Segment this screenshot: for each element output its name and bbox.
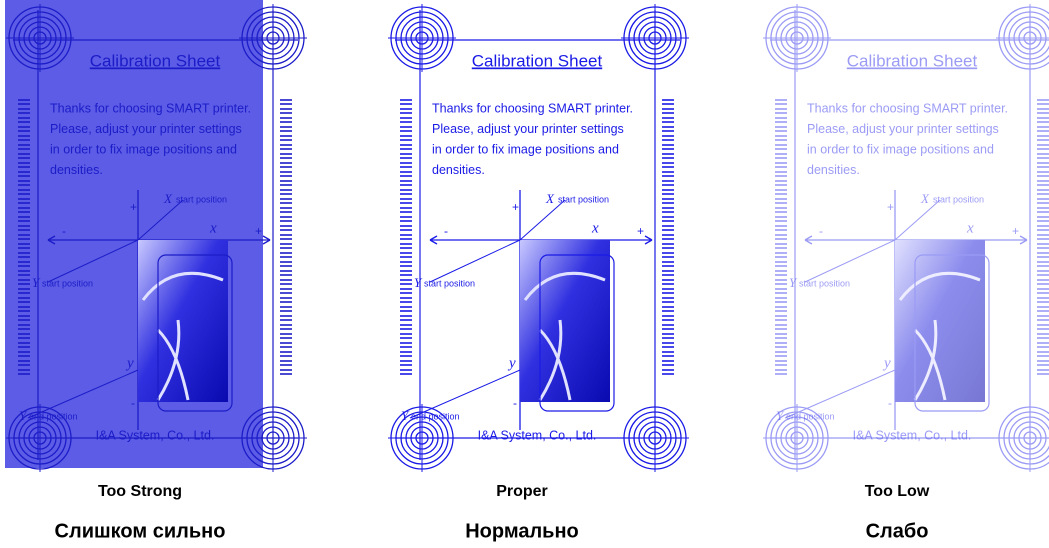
x-start-text: start position xyxy=(558,194,609,204)
y-end-text: end position xyxy=(411,411,460,421)
sheet-title: Calibration Sheet xyxy=(847,51,978,70)
x-start-text: start position xyxy=(176,194,227,204)
y-axis-letter: y xyxy=(125,355,134,371)
y-axis-letter: y xyxy=(882,355,891,371)
message-line: in order to fix image positions and xyxy=(807,142,994,156)
y-end-text: end position xyxy=(786,411,835,421)
x-start-symbol: X xyxy=(920,191,930,206)
y-start-text: start position xyxy=(424,278,475,288)
y-plus: + xyxy=(512,200,519,214)
y-start-text: start position xyxy=(42,278,93,288)
y-minus: - xyxy=(513,396,517,410)
x-minus: - xyxy=(444,224,448,238)
photo-detail xyxy=(141,271,224,401)
leader-line xyxy=(27,369,139,419)
x-start-symbol: X xyxy=(163,191,173,206)
leader-line xyxy=(429,239,521,283)
calibration-sheet: Calibration Sheet Thanks for choosing SMA… xyxy=(763,4,1049,542)
card-outline xyxy=(157,254,233,412)
calibration-sheet: Calibration Sheet Thanks for choosing SMA… xyxy=(388,4,689,542)
x-axis-letter: x xyxy=(966,220,974,236)
leader-line xyxy=(519,199,566,241)
y-plus: + xyxy=(887,200,894,214)
message-line: densities. xyxy=(50,163,103,177)
x-axis-letter: x xyxy=(591,220,599,236)
y-end-symbol: Y xyxy=(19,408,28,423)
message-line: Please, adjust your printer settings xyxy=(50,122,242,136)
caption-ru: Нормально xyxy=(465,520,579,542)
x-axis-letter: x xyxy=(209,220,217,236)
y-end-text: end position xyxy=(29,411,78,421)
caption: Proper xyxy=(496,483,548,500)
x-start-text: start position xyxy=(933,194,984,204)
caption: Too Strong xyxy=(98,483,182,500)
y-plus: + xyxy=(130,200,137,214)
y-start-symbol: Y xyxy=(414,275,423,290)
card-outline xyxy=(914,254,990,412)
caption: Too Low xyxy=(865,483,930,500)
sheet-art xyxy=(6,4,307,472)
x-minus: - xyxy=(62,224,66,238)
footer: I&A System, Co., Ltd. xyxy=(853,428,972,442)
y-end-symbol: Y xyxy=(776,408,785,423)
caption-ru: Слабо xyxy=(866,520,929,542)
y-minus: - xyxy=(131,396,135,410)
footer: I&A System, Co., Ltd. xyxy=(96,428,215,442)
message-line: Thanks for choosing SMART printer. xyxy=(807,101,1008,115)
message-line: Please, adjust your printer settings xyxy=(807,122,999,136)
y-start-text: start position xyxy=(799,278,850,288)
sheet-title: Calibration Sheet xyxy=(90,51,221,70)
message-line: Thanks for choosing SMART printer. xyxy=(432,101,633,115)
message-line: in order to fix image positions and xyxy=(432,142,619,156)
y-minus: - xyxy=(888,396,892,410)
y-axis-letter: y xyxy=(507,355,516,371)
calibration-sheet: Calibration Sheet Thanks for choosing SMA… xyxy=(5,0,307,542)
caption-ru: Слишком сильно xyxy=(55,520,226,542)
x-plus: + xyxy=(1012,224,1019,238)
y-start-symbol: Y xyxy=(32,275,41,290)
card-outline xyxy=(539,254,615,412)
x-plus: + xyxy=(255,224,262,238)
message-line: Please, adjust your printer settings xyxy=(432,122,624,136)
message-line: densities. xyxy=(432,163,485,177)
sheet-art xyxy=(763,4,1049,472)
leader-line xyxy=(804,239,896,283)
leader-line xyxy=(47,239,139,283)
message-line: in order to fix image positions and xyxy=(50,142,237,156)
sheet-art xyxy=(388,4,689,472)
message-line: Thanks for choosing SMART printer. xyxy=(50,101,251,115)
leader-line xyxy=(409,369,521,419)
photo-detail xyxy=(523,271,606,401)
y-end-symbol: Y xyxy=(401,408,410,423)
message-line: densities. xyxy=(807,163,860,177)
sheet-title: Calibration Sheet xyxy=(472,51,603,70)
leader-line xyxy=(784,369,896,419)
x-axis-arrow xyxy=(429,235,653,245)
photo-detail xyxy=(898,271,981,401)
x-axis-arrow xyxy=(804,235,1028,245)
x-minus: - xyxy=(819,224,823,238)
leader-line xyxy=(894,199,941,241)
leader-line xyxy=(137,199,184,241)
x-start-symbol: X xyxy=(545,191,555,206)
x-plus: + xyxy=(637,224,644,238)
footer: I&A System, Co., Ltd. xyxy=(478,428,597,442)
x-axis-arrow xyxy=(47,235,271,245)
y-start-symbol: Y xyxy=(789,275,798,290)
